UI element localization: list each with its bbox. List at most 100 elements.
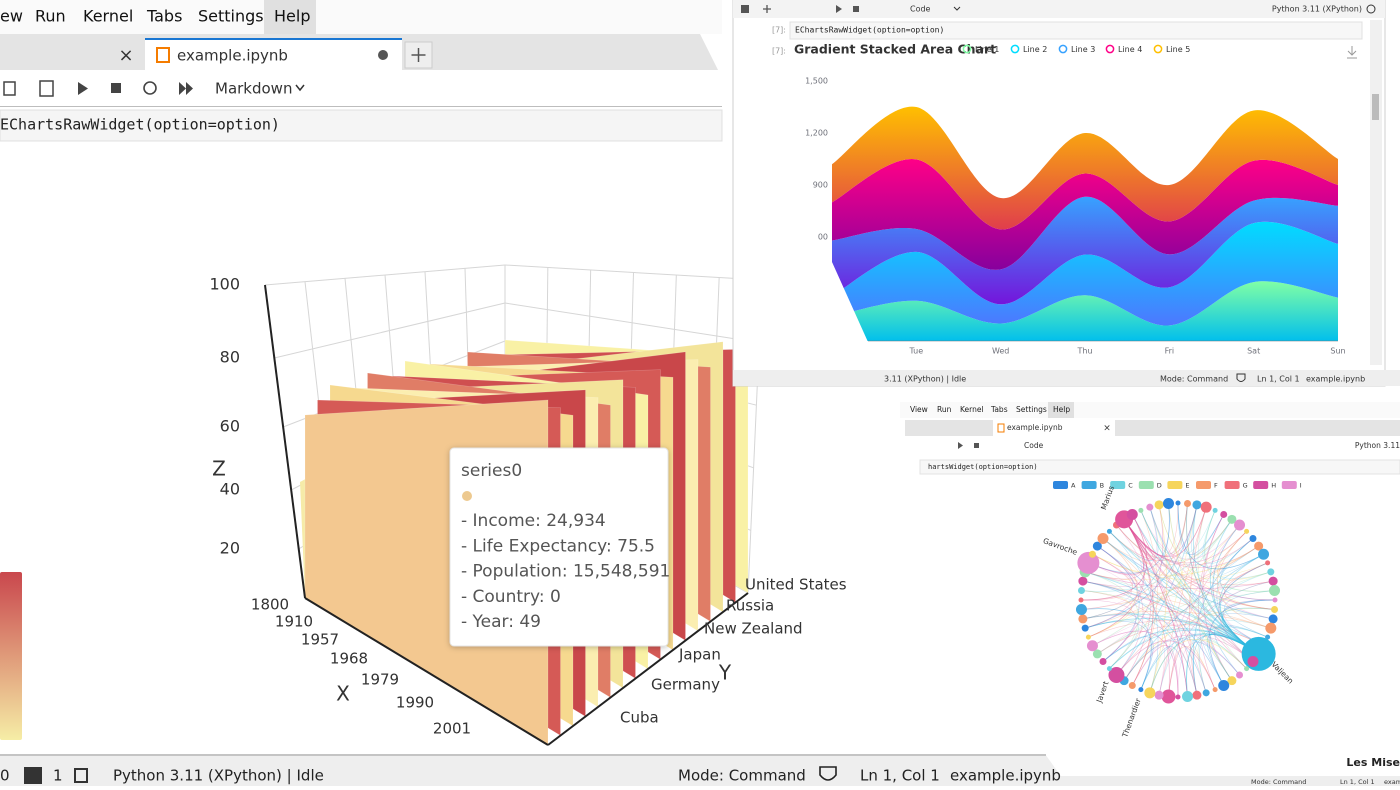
graph-node[interactable] bbox=[1128, 682, 1136, 690]
graph-node[interactable] bbox=[1154, 690, 1164, 700]
graph-node[interactable] bbox=[1078, 614, 1088, 624]
close-icon[interactable]: × bbox=[118, 45, 133, 66]
copy-icon[interactable] bbox=[3, 81, 16, 96]
tr-scrollbar[interactable] bbox=[1370, 20, 1382, 365]
fast-forward-icon[interactable] bbox=[179, 82, 193, 95]
legend-swatch[interactable] bbox=[1224, 481, 1240, 489]
legend-icon[interactable] bbox=[1058, 44, 1068, 54]
legend-swatch[interactable] bbox=[1253, 481, 1269, 489]
legend-label[interactable]: Line 5 bbox=[1166, 45, 1190, 54]
menu-item[interactable]: ew bbox=[0, 7, 23, 26]
graph-node[interactable] bbox=[1200, 501, 1212, 513]
br-cell-type[interactable]: Code bbox=[1024, 441, 1044, 450]
tr-stop-icon[interactable] bbox=[853, 6, 859, 12]
legend-label[interactable]: E bbox=[1185, 482, 1189, 490]
graph-node[interactable] bbox=[1236, 671, 1244, 679]
legend-label[interactable]: H bbox=[1271, 482, 1276, 490]
tr-add-icon[interactable] bbox=[763, 5, 771, 13]
menu-item[interactable]: Run bbox=[35, 7, 66, 26]
graph-node[interactable] bbox=[1077, 551, 1100, 574]
legend-icon[interactable] bbox=[1153, 44, 1163, 54]
graph-node[interactable] bbox=[1144, 687, 1156, 699]
graph-node[interactable] bbox=[1099, 658, 1107, 666]
menu-item[interactable]: Settings bbox=[198, 7, 264, 26]
tr-save-icon[interactable] bbox=[741, 5, 749, 13]
graph-node[interactable] bbox=[1092, 541, 1102, 551]
graph-node[interactable] bbox=[1220, 510, 1228, 518]
graph-node[interactable] bbox=[1271, 606, 1279, 614]
graph-node[interactable] bbox=[1108, 666, 1125, 683]
graph-node[interactable] bbox=[1247, 656, 1259, 668]
br-menu-item[interactable]: View bbox=[910, 405, 928, 414]
visual-map[interactable] bbox=[0, 572, 22, 740]
graph-node[interactable] bbox=[1218, 680, 1230, 692]
br-code-cell[interactable] bbox=[919, 459, 1400, 475]
status-kernel[interactable]: Python 3.11 (XPython) | Idle bbox=[113, 767, 324, 785]
graph-node[interactable] bbox=[1272, 597, 1278, 603]
br-stop-icon[interactable] bbox=[974, 443, 979, 448]
legend-label[interactable]: Line 3 bbox=[1071, 45, 1095, 54]
graph-node[interactable] bbox=[1161, 689, 1176, 704]
tr-cell-type[interactable]: Code bbox=[910, 5, 931, 14]
legend-swatch[interactable] bbox=[1138, 481, 1154, 489]
br-tab-title[interactable]: example.ipynb bbox=[1007, 423, 1063, 432]
legend-icon[interactable] bbox=[1105, 44, 1115, 54]
legend-swatch[interactable] bbox=[1281, 481, 1297, 489]
graph-node[interactable] bbox=[1265, 622, 1277, 634]
graph-node[interactable] bbox=[1267, 568, 1275, 576]
br-close-icon[interactable]: × bbox=[1103, 424, 1111, 434]
br-menu-item[interactable]: Run bbox=[937, 405, 952, 414]
graph-node[interactable] bbox=[1202, 689, 1210, 697]
graph-node[interactable] bbox=[1138, 507, 1144, 513]
legend-swatch[interactable] bbox=[1167, 481, 1183, 489]
legend-label[interactable]: F bbox=[1214, 482, 1218, 490]
graph-node[interactable] bbox=[1227, 514, 1237, 524]
graph-node[interactable] bbox=[1077, 586, 1085, 594]
legend-label[interactable]: D bbox=[1157, 482, 1162, 490]
legend-swatch[interactable] bbox=[1053, 481, 1068, 489]
graph-node[interactable] bbox=[1265, 634, 1271, 640]
legend-swatch[interactable] bbox=[1196, 481, 1211, 489]
graph-node[interactable] bbox=[1088, 550, 1096, 558]
tr-scroll-thumb[interactable] bbox=[1372, 94, 1379, 120]
graph-node[interactable] bbox=[1146, 503, 1154, 511]
active-tab[interactable] bbox=[145, 38, 402, 70]
br-menu-item[interactable]: Help bbox=[1053, 405, 1070, 414]
br-run-icon[interactable] bbox=[958, 442, 963, 449]
graph-node[interactable] bbox=[1268, 614, 1278, 624]
graph-node[interactable] bbox=[1126, 508, 1138, 520]
graph-node[interactable] bbox=[1078, 597, 1084, 603]
graph-node[interactable] bbox=[1175, 694, 1181, 700]
graph-node[interactable] bbox=[1106, 666, 1112, 672]
graph-node[interactable] bbox=[1106, 528, 1112, 534]
legend-label[interactable]: A bbox=[1071, 482, 1076, 490]
graph-node[interactable] bbox=[1192, 690, 1202, 700]
code-cell[interactable] bbox=[0, 109, 723, 142]
run-icon[interactable] bbox=[78, 82, 88, 95]
legend-label[interactable]: Line 1 bbox=[975, 45, 999, 54]
graph-node[interactable] bbox=[1138, 687, 1144, 693]
graph-node[interactable] bbox=[1269, 584, 1281, 596]
kernel-icon[interactable] bbox=[74, 768, 88, 783]
graph-node[interactable] bbox=[1182, 691, 1194, 703]
graph-node[interactable] bbox=[1258, 548, 1270, 560]
graph-node[interactable] bbox=[1212, 687, 1218, 693]
tr-run-icon[interactable] bbox=[836, 5, 842, 13]
menu-item[interactable]: Tabs bbox=[146, 7, 182, 26]
graph-node[interactable] bbox=[1234, 519, 1246, 531]
graph-node[interactable] bbox=[1192, 500, 1202, 510]
graph-node[interactable] bbox=[1265, 560, 1271, 566]
graph-node[interactable] bbox=[1154, 500, 1164, 510]
graph-node[interactable] bbox=[1212, 507, 1218, 513]
graph-node[interactable] bbox=[1097, 532, 1109, 544]
graph-node[interactable] bbox=[1086, 640, 1098, 652]
graph-node[interactable] bbox=[1184, 499, 1192, 507]
legend-swatch[interactable] bbox=[1110, 481, 1126, 489]
graph-node[interactable] bbox=[1078, 576, 1088, 586]
br-menu-item[interactable]: Kernel bbox=[960, 405, 984, 414]
legend-icon[interactable] bbox=[962, 44, 972, 54]
legend-label[interactable]: Line 2 bbox=[1023, 45, 1047, 54]
tr-code-cell[interactable] bbox=[789, 21, 1363, 40]
paste-icon[interactable] bbox=[39, 80, 54, 97]
graph-node[interactable] bbox=[1081, 624, 1089, 632]
